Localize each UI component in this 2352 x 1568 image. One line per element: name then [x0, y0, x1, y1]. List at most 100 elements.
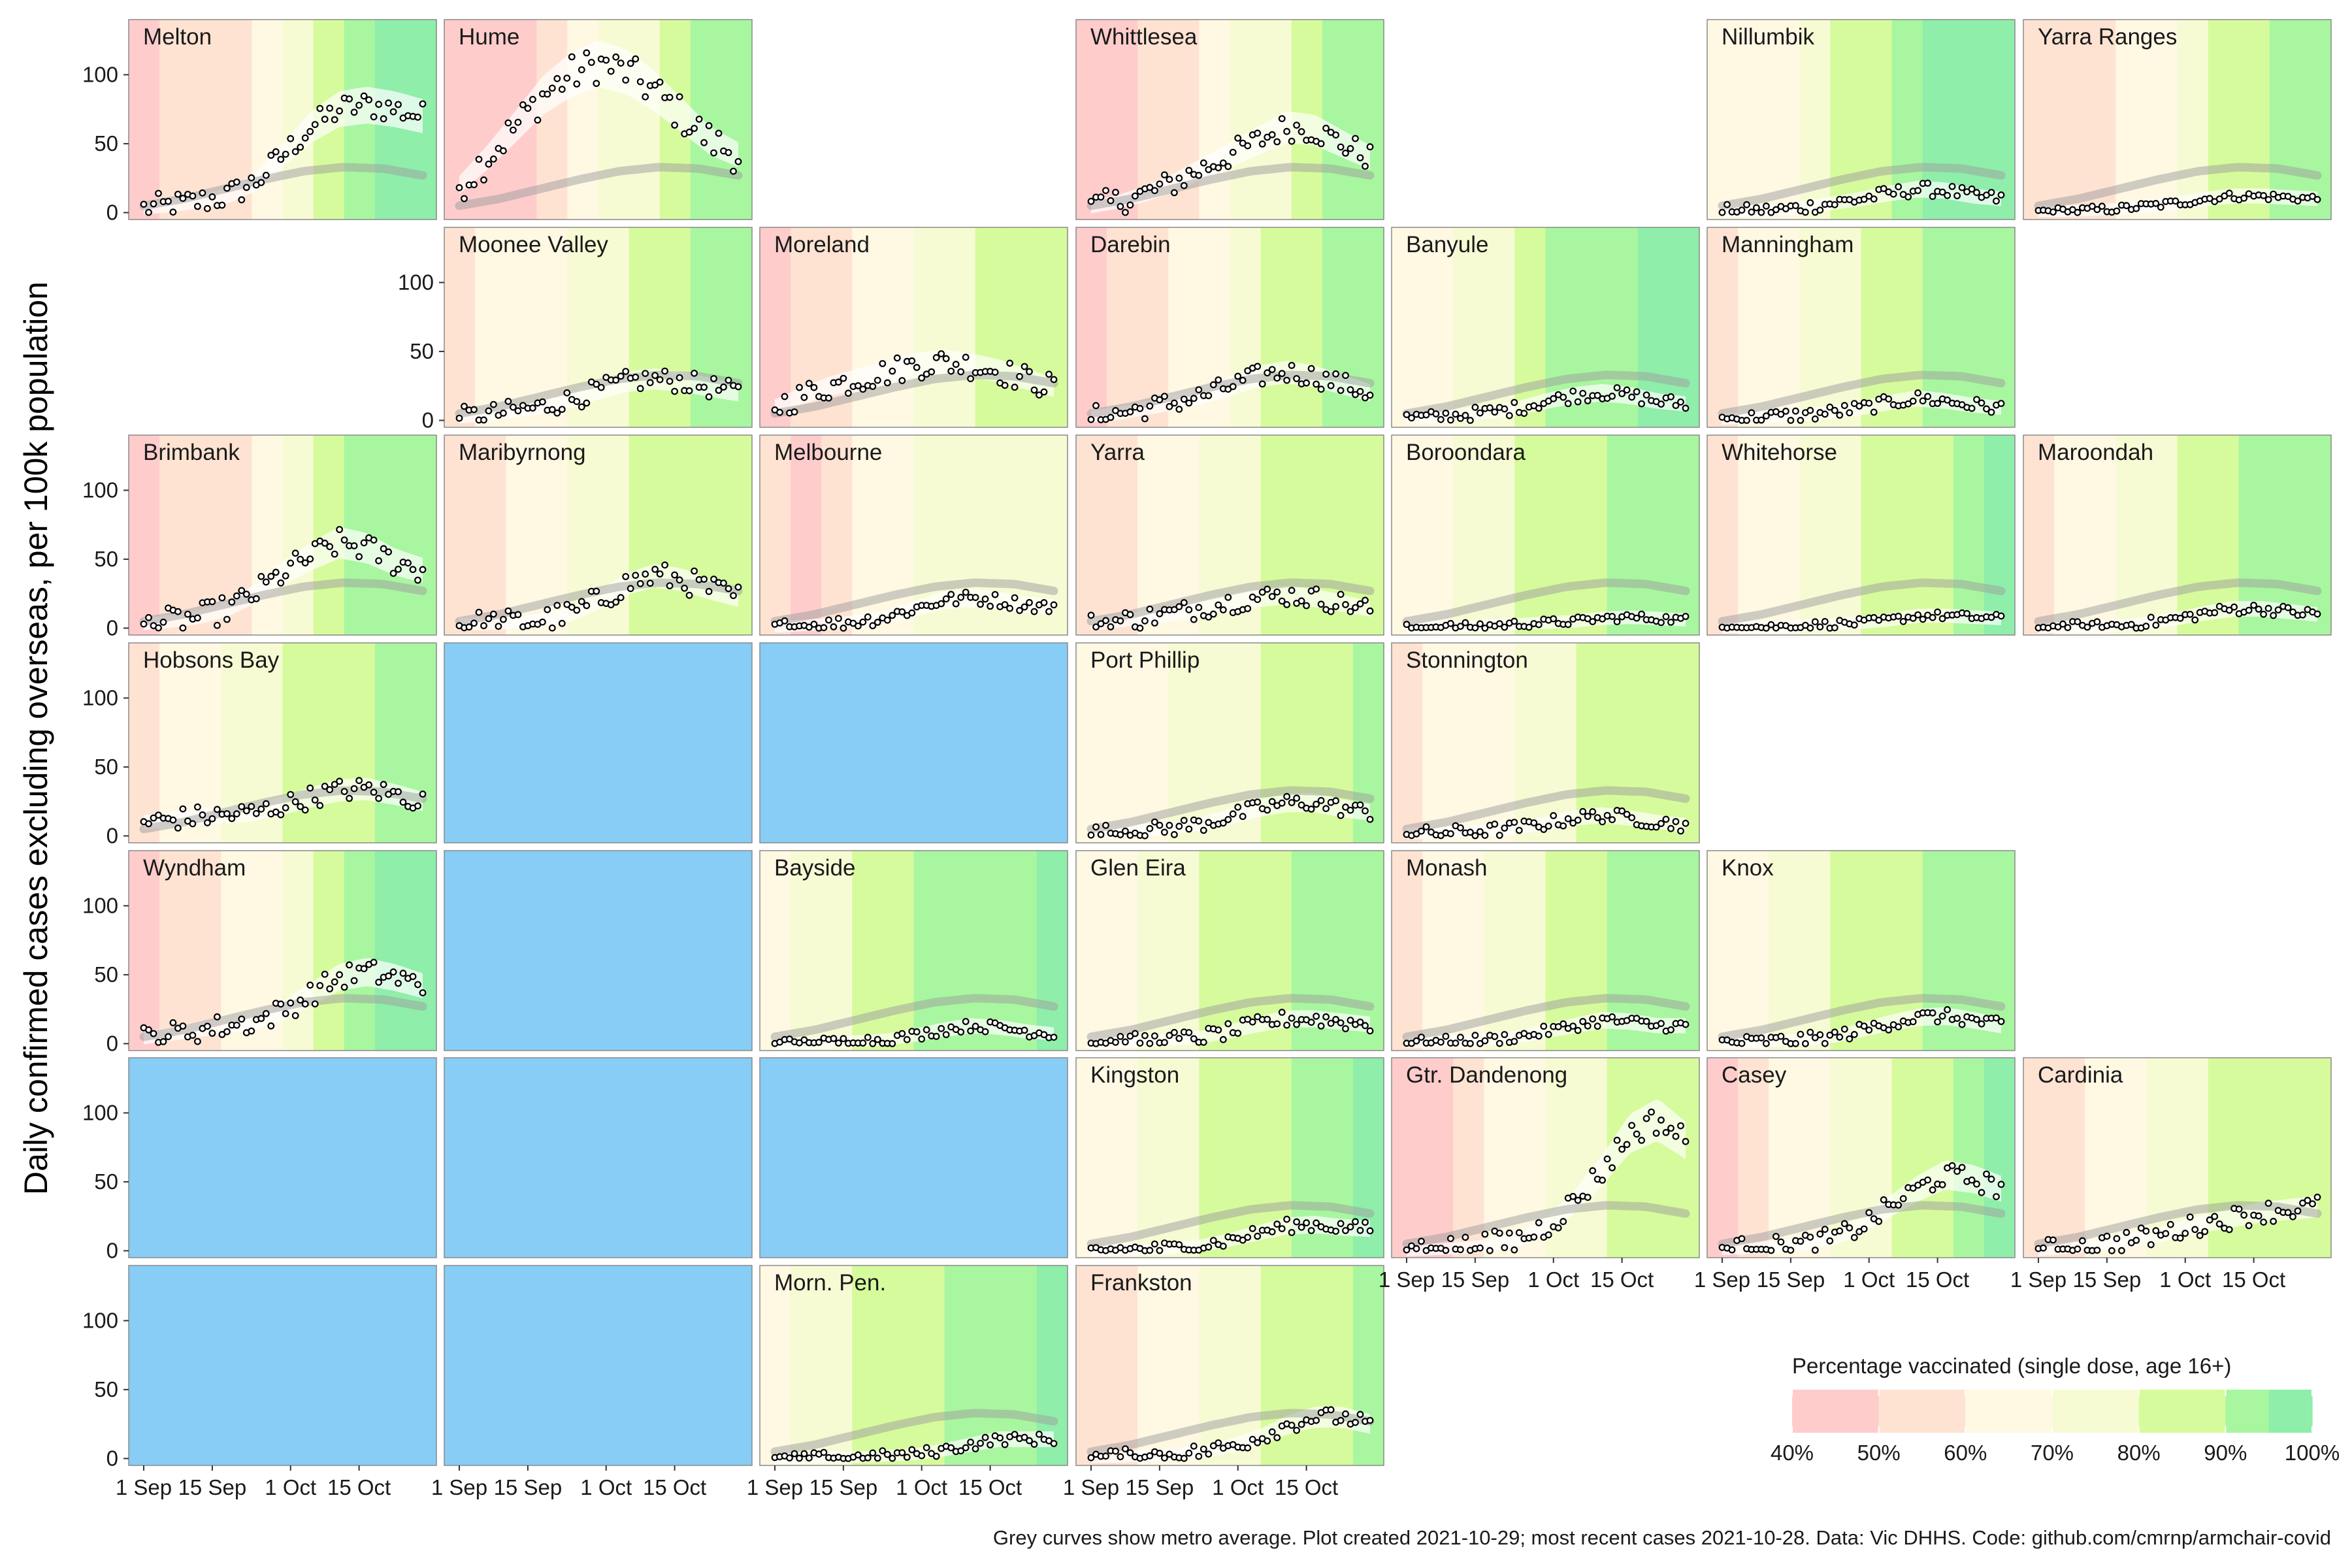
metro-average-curve [770, 578, 1058, 626]
legend-swatch [2182, 1390, 2226, 1433]
data-point [1293, 122, 1301, 129]
data-point [1806, 624, 1814, 632]
data-point [1288, 1229, 1296, 1236]
x-tick-label: 15 Sep [2073, 1267, 2142, 1292]
panel-title: Whitehorse [1722, 440, 1837, 465]
data-point [1929, 613, 1936, 621]
metro-average-curve [455, 163, 743, 210]
data-point [455, 184, 463, 191]
data-point [1036, 1430, 1043, 1438]
data-point [632, 55, 640, 63]
trend-ribbon [144, 87, 423, 215]
vax-band [1769, 1058, 1800, 1258]
data-point [145, 820, 152, 828]
data-point [414, 576, 421, 584]
data-point [1160, 171, 1168, 179]
panel-border [2023, 434, 2332, 636]
data-point [1495, 620, 1503, 628]
data-point [834, 615, 842, 623]
y-tick-label: 50 [94, 131, 118, 155]
data-point [558, 86, 566, 93]
data-point [1185, 606, 1193, 613]
x-tick-label: 15 Oct [327, 1475, 391, 1499]
data-point [2235, 1205, 2243, 1213]
data-point [938, 350, 945, 357]
data-point [2137, 1224, 2145, 1232]
data-point [1195, 817, 1203, 825]
vax-band [159, 20, 191, 220]
data-point [1403, 621, 1411, 629]
data-point [908, 1446, 916, 1454]
data-point [1777, 410, 1785, 418]
data-point [671, 387, 679, 395]
vax-band [1076, 851, 1107, 1051]
data-point [208, 1030, 216, 1037]
data-point [1462, 619, 1469, 627]
data-point [262, 1009, 270, 1017]
panel-title: Boroondara [1406, 440, 1526, 465]
data-point [150, 200, 157, 208]
data-point [1743, 417, 1750, 424]
data-point [2059, 620, 2066, 628]
data-point [2255, 1212, 2262, 1220]
data-point [854, 622, 862, 630]
data-point [1934, 400, 1942, 407]
data-point [544, 90, 551, 98]
data-point [2157, 203, 2164, 211]
data-point [1677, 398, 1684, 406]
data-point [651, 372, 659, 380]
vax-band [2300, 20, 2332, 220]
data-point [1313, 1416, 1320, 1424]
data-point [1170, 399, 1178, 407]
vax-band [1036, 851, 1068, 1051]
data-point [233, 1021, 240, 1029]
data-point [1293, 1218, 1301, 1226]
metro-average-curve [1718, 1201, 2006, 1249]
data-point [277, 811, 285, 819]
data-point [475, 155, 483, 163]
vax-band [282, 435, 314, 635]
data-point [864, 1034, 872, 1041]
data-point [1219, 1036, 1227, 1043]
data-point [257, 178, 265, 186]
data-point [1185, 1029, 1193, 1036]
data-point [996, 1434, 1004, 1442]
data-point [2240, 194, 2248, 202]
data-point [331, 781, 338, 789]
data-point [1170, 1028, 1178, 1036]
data-point [1413, 1037, 1420, 1045]
data-point [1628, 814, 1636, 822]
data-point [2108, 1247, 2115, 1254]
data-point [1126, 611, 1134, 619]
data-point [952, 361, 960, 368]
data-point [1579, 1018, 1587, 1025]
data-point [150, 814, 157, 822]
data-point [455, 414, 463, 422]
vax-band [1922, 1058, 1954, 1258]
data-point [1658, 619, 1665, 627]
data-point [2142, 1227, 2150, 1235]
vax-band [791, 435, 822, 635]
data-point [1481, 1037, 1489, 1045]
panel-title: Glen Eira [1090, 855, 1186, 881]
vax-band [821, 435, 853, 635]
data-point [1293, 794, 1301, 802]
legend-swatch [2095, 1390, 2140, 1433]
data-point [1288, 587, 1296, 595]
data-point [282, 150, 289, 158]
data-point [419, 566, 427, 574]
data-point [1288, 799, 1296, 806]
facet-panel: Banyule [1391, 227, 1700, 428]
data-point [820, 624, 828, 632]
data-point [656, 78, 664, 86]
data-point [1968, 1176, 1976, 1184]
vax-band [1953, 435, 1985, 635]
vax-band [1107, 20, 1138, 220]
data-point [1831, 624, 1838, 632]
data-point [208, 193, 216, 201]
vax-band [629, 20, 661, 220]
data-point [1317, 385, 1325, 393]
data-point [2074, 618, 2082, 626]
data-point [1535, 404, 1543, 412]
data-point [1934, 608, 1942, 616]
